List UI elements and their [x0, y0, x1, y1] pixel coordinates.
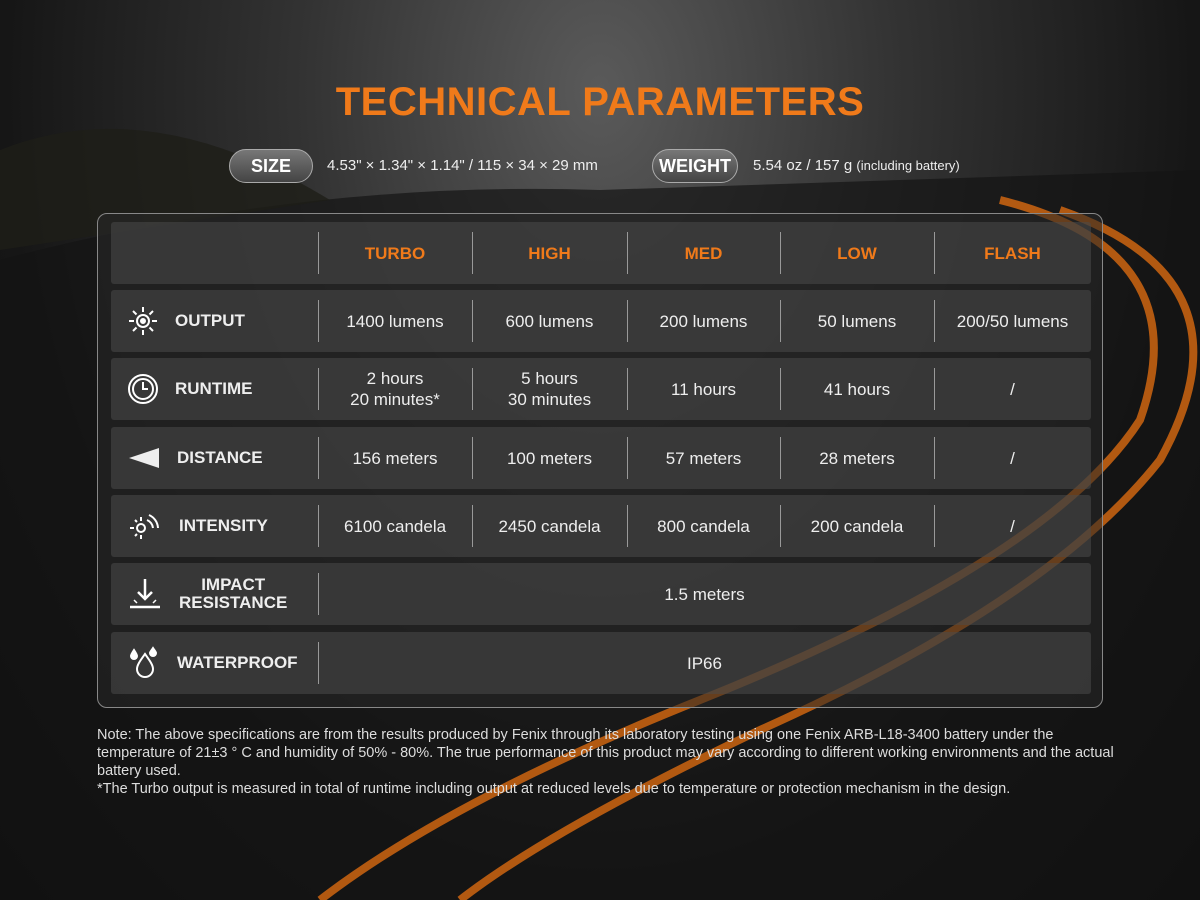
water-drops-icon: [127, 646, 177, 680]
weight-text: 5.54 oz / 157 g: [753, 157, 853, 174]
header-turbo: TURBO: [318, 222, 472, 284]
row-label: WATERPROOF: [111, 632, 318, 694]
value-cell: 28 meters: [780, 427, 934, 489]
merged-value-cell: IP66: [318, 632, 1091, 694]
header-flash: FLASH: [934, 222, 1091, 284]
row-label-text: RUNTIME: [175, 379, 253, 398]
table-row: WATERPROOF IP66: [111, 632, 1091, 694]
row-label-text: OUTPUT: [175, 311, 245, 330]
row-label: OUTPUT: [111, 290, 318, 352]
value-cell: /: [934, 427, 1091, 489]
value-cell: 800 candela: [627, 495, 780, 557]
clock-icon: [127, 373, 175, 405]
table-row: RUNTIME 2 hours 20 minutes* 5 hours 30 min…: [111, 358, 1091, 420]
header-med: MED: [627, 222, 780, 284]
table-row: INTENSITY 6100 candela 2450 candela 800 can…: [111, 495, 1091, 557]
header-row: TURBO HIGH MED LOW FLASH: [111, 222, 1091, 284]
row-label: RUNTIME: [111, 358, 318, 420]
turbo-note: *The Turbo output is measured in total o…: [97, 781, 1011, 797]
value-cell: 5 hours 30 minutes: [472, 358, 627, 420]
value-cell: /: [934, 495, 1091, 557]
header-corner: [111, 222, 318, 284]
value-cell: 200 candela: [780, 495, 934, 557]
value-cell: 156 meters: [318, 427, 472, 489]
value-cell: 2450 candela: [472, 495, 627, 557]
impact-icon: [127, 576, 179, 612]
intensity-icon: [127, 508, 179, 544]
table-row: OUTPUT 1400 lumens 600 lumens 200 lumens 50 …: [111, 290, 1091, 352]
value-cell: 6100 candela: [318, 495, 472, 557]
row-label: INTENSITY: [111, 495, 318, 557]
value-cell: 11 hours: [627, 358, 780, 420]
row-label-text: INTENSITY: [179, 516, 268, 535]
merged-value-cell: 1.5 meters: [318, 563, 1091, 625]
header-low: LOW: [780, 222, 934, 284]
value-cell: 600 lumens: [472, 290, 627, 352]
row-label-text: IMPACT RESISTANCE: [179, 575, 288, 612]
sun-icon: [127, 305, 175, 337]
value-cell: 200/50 lumens: [934, 290, 1091, 352]
value-cell: 1400 lumens: [318, 290, 472, 352]
value-cell: 2 hours 20 minutes*: [318, 358, 472, 420]
value-cell: 57 meters: [627, 427, 780, 489]
header-high: HIGH: [472, 222, 627, 284]
note-text: Note: The above specifications are from …: [97, 727, 1114, 779]
beam-icon: [127, 446, 177, 470]
weight-note: (including battery): [856, 158, 960, 173]
value-cell: 200 lumens: [627, 290, 780, 352]
row-label: IMPACT RESISTANCE: [111, 563, 318, 625]
row-label-text: WATERPROOF: [177, 653, 298, 672]
footnote: Note: The above specifications are from …: [97, 726, 1117, 798]
value-cell: /: [934, 358, 1091, 420]
value-cell: 100 meters: [472, 427, 627, 489]
table-row: DISTANCE 156 meters 100 meters 57 meters 28 …: [111, 427, 1091, 489]
row-label-text: DISTANCE: [177, 448, 263, 467]
size-badge: SIZE: [229, 149, 313, 183]
page-title: TECHNICAL PARAMETERS: [335, 80, 865, 124]
value-cell: 41 hours: [780, 358, 934, 420]
weight-badge: WEIGHT: [652, 149, 738, 183]
spec-table: TURBO HIGH MED LOW FLASH OUTPUT 1400 lumens 600…: [97, 213, 1103, 708]
value-cell: 50 lumens: [780, 290, 934, 352]
row-label: DISTANCE: [111, 427, 318, 489]
weight-value: 5.54 oz / 157 g (including battery): [753, 157, 960, 174]
size-value: 4.53" × 1.34" × 1.14" / 115 × 34 × 29 mm: [327, 157, 598, 174]
table-row: IMPACT RESISTANCE 1.5 meters: [111, 563, 1091, 625]
